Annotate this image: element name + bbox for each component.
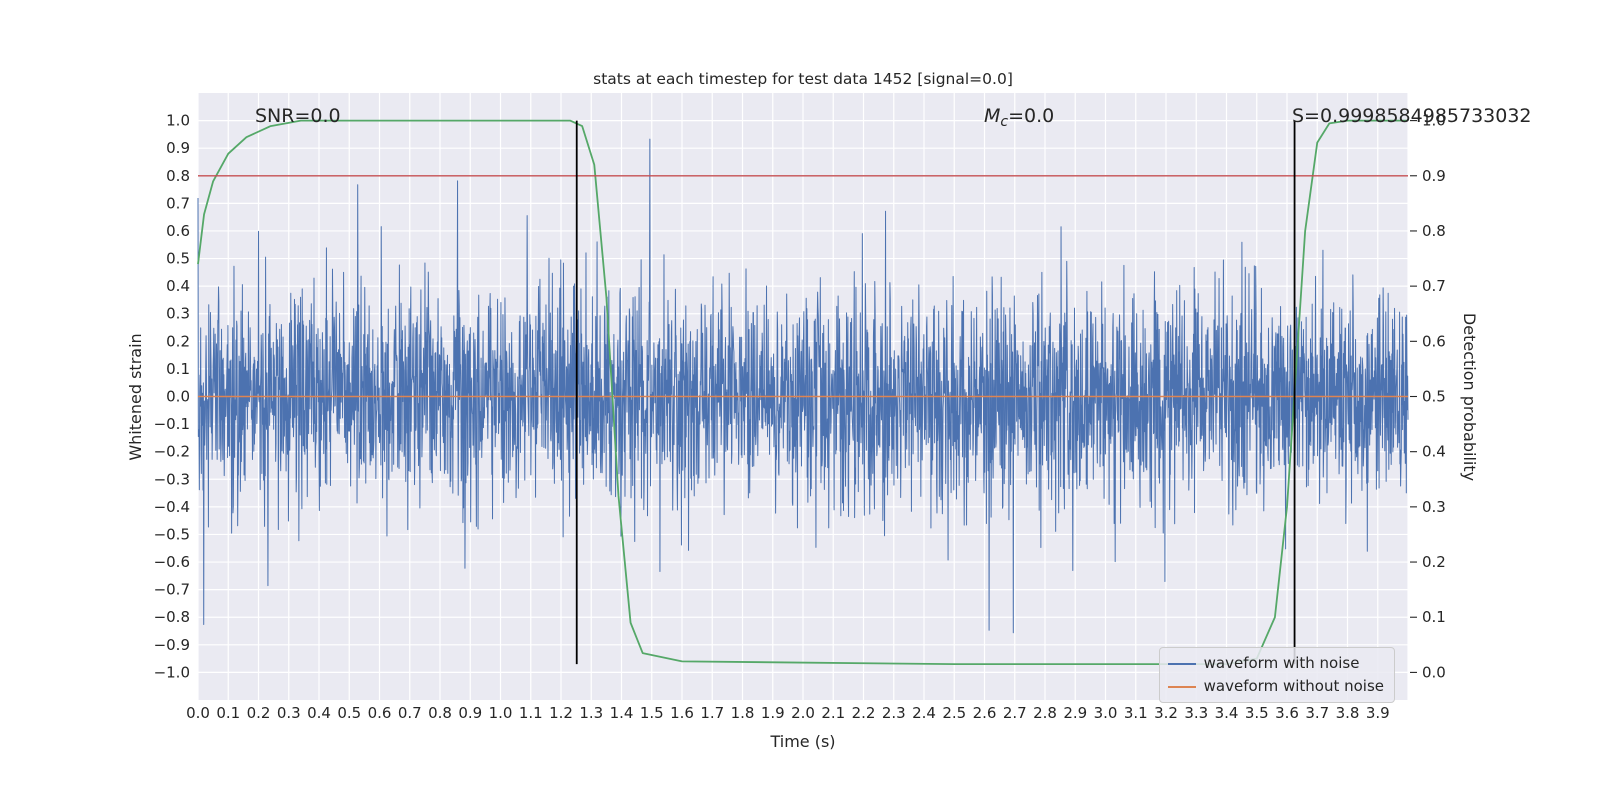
y-right-tick-label: 1.0 [1422, 112, 1446, 130]
y-left-tick-label: 0.5 [166, 250, 190, 268]
y-left-tick-label: 0.1 [166, 360, 190, 378]
y-right-tick-label: 0.1 [1422, 608, 1446, 626]
legend: waveform with noise waveform without noi… [1158, 647, 1395, 703]
noise-waveform-line [197, 138, 1409, 634]
y-left-tick-label: 0.8 [166, 167, 190, 185]
x-tick-label: 3.7 [1305, 704, 1329, 722]
y-right-tick-label: 0.6 [1422, 332, 1446, 350]
x-tick-label: 1.2 [549, 704, 573, 722]
y-right-tick-label: 0.0 [1422, 663, 1446, 681]
y-right-tick-label: 0.7 [1422, 277, 1446, 295]
y-right-tick-label: 0.2 [1422, 553, 1446, 571]
y-left-tick-label: −1.0 [154, 663, 190, 681]
y-left-tick-label: −0.9 [154, 636, 190, 654]
legend-line-swatch-clean [1167, 685, 1196, 688]
x-tick-label: 0.1 [216, 704, 240, 722]
x-tick-label: 2.7 [1003, 704, 1027, 722]
x-tick-label: 2.0 [791, 704, 815, 722]
x-tick-label: 2.3 [882, 704, 906, 722]
x-tick-label: 2.9 [1063, 704, 1087, 722]
y-axis-label-right: Detection probability [1460, 313, 1479, 481]
x-tick-label: 0.6 [368, 704, 392, 722]
x-tick-label: 0.8 [428, 704, 452, 722]
chart-title: stats at each timestep for test data 145… [593, 70, 1013, 88]
annotation-s: S=0.9998584985733032 [1292, 105, 1532, 127]
y-right-tick-label: 0.4 [1422, 443, 1446, 461]
x-tick-label: 3.1 [1124, 704, 1148, 722]
y-right-tick-label: 0.5 [1422, 388, 1446, 406]
x-tick-label: 0.7 [398, 704, 422, 722]
y-left-tick-label: −0.5 [154, 525, 190, 543]
x-tick-label: 0.5 [337, 704, 361, 722]
y-left-tick-label: −0.4 [154, 498, 190, 516]
x-axis-label: Time (s) [769, 732, 835, 751]
x-tick-label: 3.0 [1094, 704, 1118, 722]
tick-layer: 0.0 0.1 0.2 0.3 0.4 0.5 0.6 0.7 0.8 0.9 1.0 1.1 1.2 1… [154, 112, 1446, 722]
x-tick-label: 2.8 [1033, 704, 1057, 722]
legend-item: waveform without noise [1167, 677, 1384, 696]
x-tick-label: 1.6 [670, 704, 694, 722]
y-left-tick-label: −0.1 [154, 415, 190, 433]
x-tick-label: 3.9 [1366, 704, 1390, 722]
x-tick-label: 1.0 [489, 704, 513, 722]
y-left-tick-label: 0.2 [166, 332, 190, 350]
x-tick-label: 1.5 [640, 704, 664, 722]
x-tick-label: 0.4 [307, 704, 331, 722]
y-left-tick-label: 0.0 [166, 388, 190, 406]
y-left-tick-label: −0.6 [154, 553, 190, 571]
x-tick-label: 3.5 [1245, 704, 1269, 722]
y-left-tick-label: 0.4 [166, 277, 190, 295]
x-tick-label: 0.0 [186, 704, 210, 722]
x-tick-label: 2.1 [821, 704, 845, 722]
x-tick-label: 2.5 [942, 704, 966, 722]
y-right-tick-label: 0.9 [1422, 167, 1446, 185]
y-left-tick-label: −0.8 [154, 608, 190, 626]
annotation-mc-m: M [984, 105, 1000, 127]
y-left-tick-label: −0.3 [154, 470, 190, 488]
x-tick-label: 0.3 [277, 704, 301, 722]
x-tick-label: 2.4 [912, 704, 936, 722]
annotation-mc-eq: =0.0 [1008, 105, 1054, 127]
x-tick-label: 3.6 [1275, 704, 1299, 722]
y-left-tick-label: 0.9 [166, 139, 190, 157]
x-tick-label: 2.6 [973, 704, 997, 722]
x-tick-label: 1.3 [579, 704, 603, 722]
legend-line-swatch-noise [1167, 662, 1196, 665]
y-left-tick-label: −0.2 [154, 443, 190, 461]
y-right-tick-label: 0.3 [1422, 498, 1446, 516]
x-tick-label: 2.2 [852, 704, 876, 722]
annotation-mc-sub: c [1000, 114, 1008, 130]
legend-label: waveform with noise [1203, 654, 1360, 672]
y-left-tick-label: 0.3 [166, 305, 190, 323]
legend-item: waveform with noise [1167, 654, 1384, 673]
y-axis-label-left: Whitened strain [126, 333, 145, 460]
x-tick-label: 0.2 [247, 704, 271, 722]
series-layer [197, 119, 1409, 666]
x-tick-label: 3.8 [1336, 704, 1360, 722]
y-left-tick-label: −0.7 [154, 581, 190, 599]
annotation-mc: Mc=0.0 [984, 105, 1054, 130]
y-right-tick-label: 0.8 [1422, 222, 1446, 240]
x-tick-label: 3.2 [1154, 704, 1178, 722]
y-left-tick-label: 0.6 [166, 222, 190, 240]
annotation-snr: SNR=0.0 [255, 105, 341, 127]
x-tick-label: 1.4 [610, 704, 634, 722]
detection-probability-line [197, 119, 1408, 666]
x-tick-label: 0.9 [458, 704, 482, 722]
x-tick-label: 1.9 [761, 704, 785, 722]
y-left-tick-label: 0.7 [166, 194, 190, 212]
x-tick-label: 3.3 [1184, 704, 1208, 722]
x-tick-label: 3.4 [1215, 704, 1239, 722]
x-tick-label: 1.8 [731, 704, 755, 722]
legend-label: waveform without noise [1203, 677, 1384, 695]
x-tick-label: 1.7 [700, 704, 724, 722]
y-left-tick-label: 1.0 [166, 112, 190, 130]
x-tick-label: 1.1 [519, 704, 543, 722]
